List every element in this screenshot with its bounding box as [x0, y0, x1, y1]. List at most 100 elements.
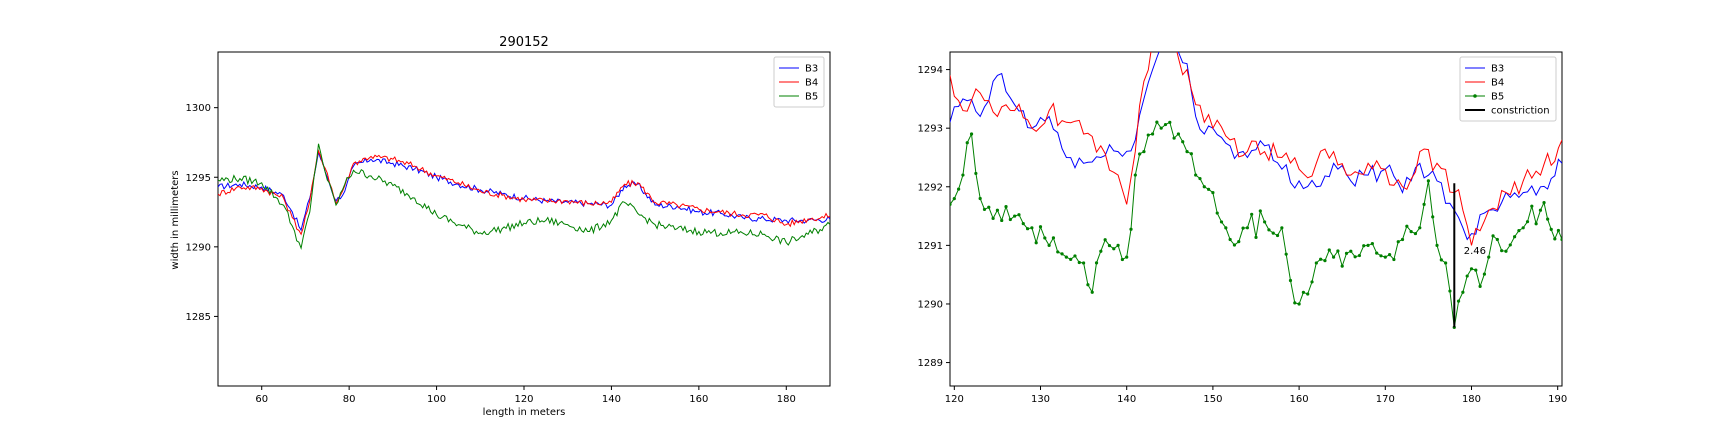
chart-panel-left: 290152 length in meters width in millime… — [170, 35, 831, 418]
data-point-b5 — [1431, 215, 1435, 219]
data-point-b5 — [1280, 226, 1284, 230]
y-tick-label: 1295 — [186, 173, 211, 184]
data-point-b5 — [1546, 217, 1550, 221]
axes-frame — [949, 51, 1563, 387]
data-point-b5 — [1392, 257, 1396, 262]
data-point-b5 — [1478, 284, 1482, 288]
data-point-b5 — [969, 132, 974, 136]
data-point-b5 — [1508, 243, 1512, 247]
data-point-b5 — [982, 207, 987, 211]
x-tick-label: 170 — [1376, 394, 1395, 405]
data-point-b5 — [1500, 249, 1504, 253]
legend-label-b4: B4 — [1491, 78, 1504, 89]
data-point-b5 — [1176, 132, 1181, 136]
data-point-b5 — [1553, 237, 1557, 241]
data-point-b5 — [1103, 238, 1107, 242]
data-point-b5 — [1263, 220, 1267, 224]
data-point-b5 — [1125, 255, 1129, 259]
data-point-b5 — [1073, 254, 1077, 258]
annotation-label: 2.46 — [1464, 246, 1486, 257]
data-point-b5 — [974, 171, 978, 176]
data-point-b5 — [978, 196, 982, 201]
data-point-b5 — [987, 205, 991, 209]
data-point-b5 — [1206, 187, 1211, 191]
data-point-b5 — [1185, 150, 1189, 154]
y-tick-label: 1300 — [186, 103, 211, 114]
data-point-b5 — [1082, 261, 1086, 265]
y-tick-label: 1290 — [918, 299, 943, 310]
data-point-b5 — [1549, 227, 1553, 232]
data-point-b5 — [1400, 237, 1405, 242]
x-tick-label: 140 — [602, 394, 621, 405]
data-point-b5 — [1047, 243, 1051, 247]
plot-area-right: 120 130 140 150 160 170 180 190 1289 1290 1291 1292… — [918, 51, 1567, 405]
data-point-b5 — [1456, 299, 1461, 303]
data-point-b5 — [1413, 231, 1418, 236]
data-point-b5 — [1271, 231, 1275, 235]
chart-title: 290152 — [499, 35, 549, 50]
legend-label-b3: B3 — [1491, 64, 1504, 75]
x-tick-label: 100 — [427, 394, 446, 405]
data-point-b5 — [1383, 255, 1387, 259]
data-point-b5 — [1090, 290, 1094, 294]
data-point-b5 — [1142, 150, 1146, 154]
data-point-b5 — [1181, 140, 1185, 144]
data-point-b5 — [1422, 202, 1426, 206]
series-line-b4 — [950, 52, 1562, 246]
x-tick-label: 140 — [1117, 394, 1136, 405]
data-point-b5 — [1556, 228, 1561, 233]
data-point-b5 — [957, 187, 961, 191]
data-point-b5 — [1168, 120, 1172, 124]
data-point-b5 — [961, 173, 965, 177]
data-point-b5 — [1120, 257, 1124, 262]
data-point-b5 — [1219, 220, 1224, 224]
data-point-b5 — [1353, 255, 1357, 259]
data-point-b5 — [1116, 243, 1120, 247]
plot-area-left: 60 80 100 120 140 160 1801285129012951300B3B4B… — [186, 51, 831, 405]
data-point-b5 — [995, 208, 1000, 212]
legend: B3 B4 B5 — [773, 56, 825, 108]
data-point-b5 — [1060, 252, 1064, 256]
data-point-b5 — [1504, 249, 1508, 253]
data-point-b5 — [1224, 226, 1228, 230]
data-point-b5 — [1017, 213, 1021, 217]
data-point-b5 — [1344, 251, 1349, 255]
data-point-b5 — [1146, 133, 1150, 137]
data-point-b5 — [1008, 217, 1012, 222]
data-point-b5 — [1004, 205, 1008, 209]
data-point-b5 — [1232, 243, 1237, 247]
data-point-b5 — [1241, 226, 1245, 230]
data-point-b5 — [1310, 280, 1314, 284]
data-point-b5 — [1405, 224, 1409, 228]
data-point-b5 — [1198, 176, 1202, 181]
data-point-b5 — [1099, 249, 1103, 253]
data-point-b5 — [1331, 255, 1336, 259]
data-point-b5 — [1444, 261, 1448, 265]
data-point-b5 — [1043, 236, 1047, 240]
data-point-b5 — [1275, 233, 1280, 238]
data-point-b5 — [1284, 252, 1288, 256]
data-point-b5 — [1107, 243, 1112, 248]
data-point-b5 — [1418, 226, 1422, 230]
x-tick-label: 150 — [1203, 394, 1222, 405]
data-point-b5 — [1366, 243, 1370, 247]
data-point-b5 — [1254, 235, 1258, 239]
series-line-b5 — [950, 121, 1562, 328]
data-point-b5 — [1340, 264, 1344, 268]
data-point-b5 — [1288, 278, 1293, 283]
data-point-b5 — [1194, 173, 1198, 177]
data-point-b5 — [1512, 235, 1517, 239]
series-line-b3 — [218, 152, 830, 232]
data-point-b5 — [1370, 242, 1374, 246]
data-point-b5 — [1000, 218, 1004, 223]
data-point-b5 — [1560, 237, 1562, 242]
data-point-b5 — [1439, 258, 1443, 262]
data-point-b5 — [1237, 240, 1241, 244]
data-point-b5 — [1327, 248, 1331, 252]
legend-box — [1459, 56, 1557, 122]
data-point-b5 — [1086, 283, 1090, 287]
y-axis-label: width in millimeters — [170, 170, 181, 269]
data-point-b5 — [1069, 257, 1073, 262]
data-point-b5 — [1051, 236, 1056, 240]
data-point-b5 — [1189, 152, 1193, 156]
